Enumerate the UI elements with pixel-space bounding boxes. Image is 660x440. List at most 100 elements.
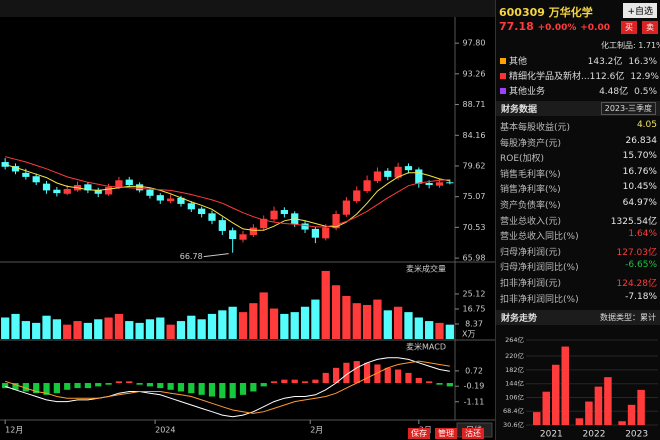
segment-revenue: 4.48亿 xyxy=(599,87,629,97)
trend-title: 财务走势 xyxy=(501,314,538,324)
macd-bar xyxy=(229,383,236,399)
macd-bar xyxy=(281,379,288,384)
finance-value: 1.64% xyxy=(628,229,657,240)
finance-row: 基本每股收益(元) 4.05 xyxy=(500,120,657,133)
macd-bar xyxy=(426,381,433,384)
candle-body xyxy=(353,190,361,202)
buy-button[interactable]: 买 xyxy=(621,21,637,34)
trend-chart: 264亿 220亿 182亿 144亿 106亿 68.4亿 30.6亿 2021 2022 20… xyxy=(503,335,658,439)
segment-swatch xyxy=(500,88,506,94)
candle-body xyxy=(94,189,102,194)
volume-bar xyxy=(290,312,299,339)
y-tick-label: -1.11 xyxy=(464,397,485,406)
finance-label: 销售净利率(%) xyxy=(500,185,561,196)
segment-values: 143.2亿 16.3% xyxy=(588,54,657,67)
volume-bar xyxy=(187,315,196,339)
macd-bar xyxy=(64,383,71,390)
y-tick-label: 182亿 xyxy=(505,365,524,374)
y-tick-label: 264亿 xyxy=(505,335,524,344)
candle-body xyxy=(146,189,154,196)
volume-bar xyxy=(32,322,41,339)
y-tick-label: 97.80 xyxy=(463,39,486,48)
candle-body xyxy=(239,234,247,240)
watchlist-button[interactable]: +自选 xyxy=(623,3,657,18)
volume-bar xyxy=(342,295,351,339)
y-tick-label: 0.72 xyxy=(465,366,483,375)
macd-bar xyxy=(343,362,350,384)
macd-bar xyxy=(239,383,247,395)
segment-swatch xyxy=(500,58,506,64)
macd-bar xyxy=(157,383,164,389)
trend-bar xyxy=(542,391,550,425)
finance-row: 每股净资产(元) 26.834 xyxy=(500,136,657,149)
segment-revenue: 143.2亿 xyxy=(587,57,623,67)
segment-share: 0.5% xyxy=(634,87,657,97)
y-tick-label: 84.16 xyxy=(463,131,486,140)
volume-bar xyxy=(11,313,20,339)
y-tick-label: 70.53 xyxy=(463,223,486,232)
y-tick-label: 79.62 xyxy=(463,161,486,170)
candle-body xyxy=(22,172,30,177)
toolbar-bg xyxy=(0,0,495,17)
finance-value: -6.65% xyxy=(625,260,657,271)
segment-name-wrap: 精细化学品及新材... xyxy=(500,69,590,82)
candle-body xyxy=(332,214,340,229)
finance-value: 15.70% xyxy=(622,151,657,162)
finance-title: 财务数据 xyxy=(501,105,538,115)
finance-row: 资产负债率(%) 64.97% xyxy=(500,198,657,211)
bottom-button[interactable]: 管理 xyxy=(435,428,457,439)
candle-body xyxy=(42,183,51,191)
candle-body xyxy=(260,218,268,229)
side-panel: 600309 万华化学 +自选 77.18 +0.00% +0.00 买 卖 化… xyxy=(495,0,660,440)
finance-header: 财务数据 2023-三季度 xyxy=(496,101,660,116)
candle-body xyxy=(322,227,330,239)
volume-bar xyxy=(352,303,361,339)
volume-bar xyxy=(373,299,382,339)
candle-body xyxy=(415,169,423,184)
volume-bar xyxy=(145,319,155,339)
finance-label: 归母净利润(元) xyxy=(500,247,562,258)
segment-row: 其他业务 4.48亿 0.5% xyxy=(500,84,657,97)
finance-value: 26.834 xyxy=(625,135,658,146)
finance-value: 10.45% xyxy=(622,182,657,193)
candle-body xyxy=(311,228,320,238)
sell-button[interactable]: 卖 xyxy=(642,21,658,34)
trend-bar xyxy=(561,346,569,425)
volume-bar xyxy=(238,312,248,339)
candle-body xyxy=(404,166,413,171)
candle-body xyxy=(229,230,237,240)
candle-body xyxy=(218,220,226,231)
segment-name: 其他 xyxy=(509,57,528,67)
segment-share: 16.3% xyxy=(628,57,657,67)
segment-values: 4.48亿 0.5% xyxy=(599,84,657,97)
ma-line xyxy=(5,164,450,231)
trend-header: 财务走势 数据类型：累计 xyxy=(496,310,660,325)
volume-bar xyxy=(414,317,423,339)
macd-bar xyxy=(22,383,29,392)
volume-bar xyxy=(259,292,268,339)
trend-bar xyxy=(627,404,636,425)
change-pct: +0.00% xyxy=(537,23,577,33)
segment-row: 精细化学品及新材... 112.6亿 12.9% xyxy=(500,69,659,82)
candle-body xyxy=(198,208,206,215)
candle-body xyxy=(270,210,278,220)
finance-label: 扣非净利润同比(%) xyxy=(500,294,579,305)
y-tick-label: 144亿 xyxy=(505,379,524,388)
y-tick-label: 16.75 xyxy=(463,304,486,313)
volume-bar xyxy=(135,322,144,339)
volume-bar xyxy=(207,313,217,339)
macd-bar xyxy=(136,383,143,385)
candle-body xyxy=(125,179,133,185)
bottom-button[interactable]: 沽还 xyxy=(462,428,484,439)
kline-chart: 麦米成交量 麦米MACD X万 日线 97.8093.2688.7184.167… xyxy=(0,0,495,438)
candle-body xyxy=(435,182,444,186)
finance-row: 归母净利润(元) 127.03亿 xyxy=(500,245,657,258)
candle-body xyxy=(53,189,61,194)
macd-bar xyxy=(208,383,216,397)
segment-share: 12.9% xyxy=(630,72,659,82)
candle-body xyxy=(208,213,216,221)
period-select[interactable]: 2023-三季度 xyxy=(600,102,656,115)
macd-bar xyxy=(167,383,174,390)
bottom-button[interactable]: 保存 xyxy=(408,428,430,439)
stock-name: 万华化学 xyxy=(548,6,593,19)
